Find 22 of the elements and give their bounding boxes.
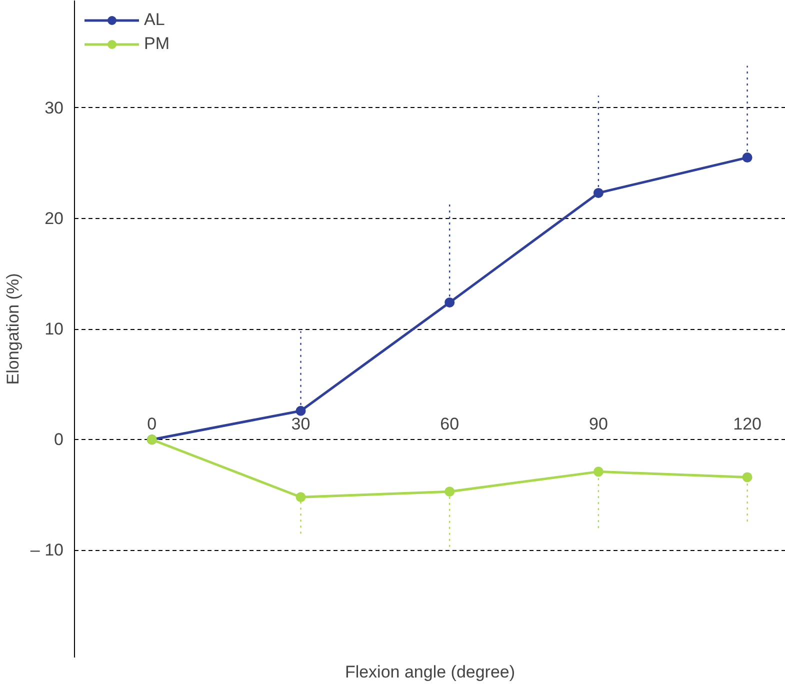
- y-tick-label: 30: [44, 98, 64, 118]
- point: [593, 188, 604, 198]
- point: [444, 297, 455, 308]
- point: [444, 486, 455, 497]
- point: [296, 406, 306, 416]
- x-tick-label: 30: [291, 414, 310, 434]
- y-tick-label: 20: [44, 208, 64, 228]
- y-axis-title: Elongation (%): [3, 273, 22, 385]
- x-axis-title: Flexion angle (degree): [344, 662, 516, 682]
- x-tick-label: 60: [440, 414, 460, 434]
- y-tick-label: – 10: [30, 540, 64, 560]
- x-tick-label: 0: [147, 414, 157, 434]
- y-tick-label: 0: [54, 430, 64, 450]
- point: [593, 466, 604, 477]
- y-tick-label: 10: [44, 320, 64, 338]
- point: [742, 472, 752, 482]
- x-tick-label: 120: [733, 414, 762, 434]
- point: [742, 152, 752, 163]
- legend-label: PM: [144, 34, 170, 54]
- point: [296, 492, 306, 502]
- x-tick-label: 90: [588, 414, 608, 434]
- legend-label: AL: [144, 10, 165, 30]
